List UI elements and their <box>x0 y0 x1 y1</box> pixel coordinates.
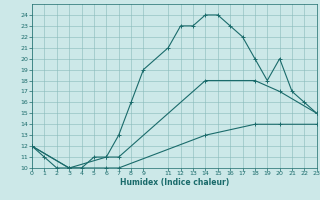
X-axis label: Humidex (Indice chaleur): Humidex (Indice chaleur) <box>120 178 229 187</box>
